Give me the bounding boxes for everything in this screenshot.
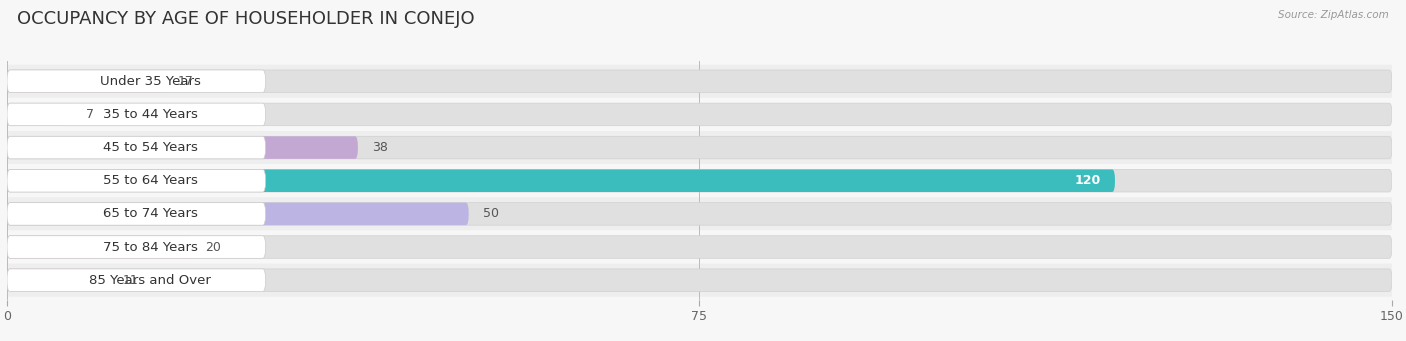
- FancyBboxPatch shape: [7, 264, 1392, 297]
- FancyBboxPatch shape: [7, 269, 1392, 292]
- FancyBboxPatch shape: [7, 236, 191, 258]
- FancyBboxPatch shape: [7, 203, 1392, 225]
- FancyBboxPatch shape: [7, 269, 266, 292]
- FancyBboxPatch shape: [7, 70, 165, 92]
- FancyBboxPatch shape: [7, 103, 72, 126]
- FancyBboxPatch shape: [7, 98, 1392, 131]
- FancyBboxPatch shape: [7, 136, 359, 159]
- FancyBboxPatch shape: [7, 236, 1392, 258]
- Text: 11: 11: [122, 274, 138, 287]
- FancyBboxPatch shape: [7, 203, 266, 225]
- Text: Source: ZipAtlas.com: Source: ZipAtlas.com: [1278, 10, 1389, 20]
- FancyBboxPatch shape: [7, 169, 1115, 192]
- FancyBboxPatch shape: [7, 103, 1392, 126]
- Text: 35 to 44 Years: 35 to 44 Years: [103, 108, 198, 121]
- FancyBboxPatch shape: [7, 164, 1392, 197]
- FancyBboxPatch shape: [7, 70, 266, 92]
- Text: 7: 7: [86, 108, 94, 121]
- FancyBboxPatch shape: [7, 169, 266, 192]
- FancyBboxPatch shape: [7, 197, 1392, 231]
- FancyBboxPatch shape: [7, 131, 1392, 164]
- FancyBboxPatch shape: [7, 136, 1392, 159]
- Text: 55 to 64 Years: 55 to 64 Years: [103, 174, 198, 187]
- Text: 50: 50: [482, 207, 499, 220]
- Text: OCCUPANCY BY AGE OF HOUSEHOLDER IN CONEJO: OCCUPANCY BY AGE OF HOUSEHOLDER IN CONEJ…: [17, 10, 474, 28]
- FancyBboxPatch shape: [7, 136, 266, 159]
- FancyBboxPatch shape: [7, 169, 1392, 192]
- Text: 85 Years and Over: 85 Years and Over: [89, 274, 211, 287]
- FancyBboxPatch shape: [7, 65, 1392, 98]
- Text: 17: 17: [177, 75, 194, 88]
- Text: 45 to 54 Years: 45 to 54 Years: [103, 141, 198, 154]
- FancyBboxPatch shape: [7, 70, 1392, 92]
- Text: 75 to 84 Years: 75 to 84 Years: [103, 240, 198, 254]
- FancyBboxPatch shape: [7, 236, 266, 258]
- FancyBboxPatch shape: [7, 103, 266, 126]
- FancyBboxPatch shape: [7, 203, 468, 225]
- Text: 38: 38: [371, 141, 388, 154]
- Text: 120: 120: [1074, 174, 1101, 187]
- FancyBboxPatch shape: [7, 231, 1392, 264]
- Text: Under 35 Years: Under 35 Years: [100, 75, 201, 88]
- Text: 20: 20: [205, 240, 221, 254]
- Text: 65 to 74 Years: 65 to 74 Years: [103, 207, 198, 220]
- FancyBboxPatch shape: [7, 269, 108, 292]
